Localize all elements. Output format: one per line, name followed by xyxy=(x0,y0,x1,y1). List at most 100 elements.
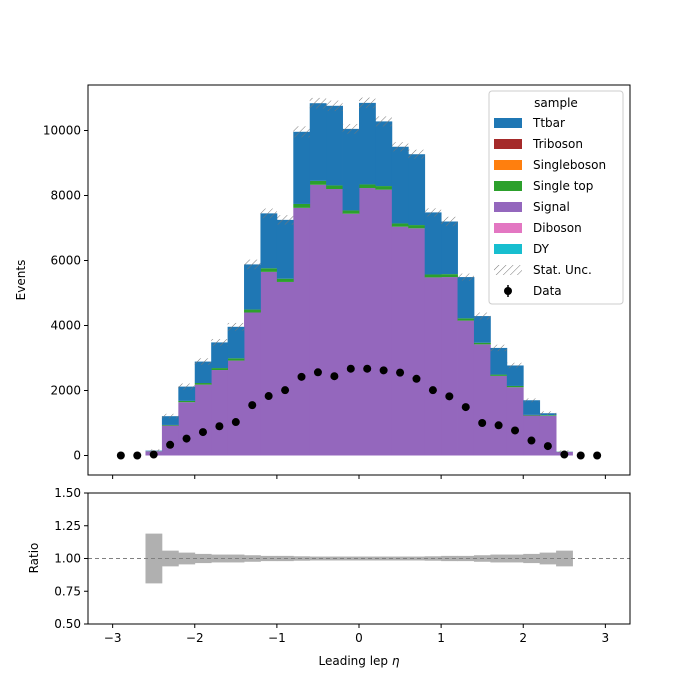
bar-ttbar-14 xyxy=(375,121,393,187)
stat-unc-bin-1 xyxy=(161,413,179,419)
legend-label-triboson: Triboson xyxy=(532,137,583,151)
stat-unc-bin-17 xyxy=(424,208,442,217)
bar-signal-12 xyxy=(342,213,360,456)
bar-ttbar-20 xyxy=(473,316,491,343)
bar-ttbar-10 xyxy=(309,103,327,181)
data-point-22 xyxy=(478,419,487,427)
bar-single-top-16 xyxy=(408,225,426,229)
stat-unc-bin-20 xyxy=(473,312,491,320)
legend-entries: Ttbar Triboson Singleboson Single top Signal… xyxy=(494,116,606,298)
data-point-2 xyxy=(149,450,158,459)
legend-marker-singleboson xyxy=(494,160,522,170)
ratio-band-bin-4 xyxy=(211,554,229,563)
bar-ttbar-12 xyxy=(342,128,360,211)
bar-single-top-21 xyxy=(490,374,508,376)
ratio-x-axis: −3 −2 −1 0 1 2 3 xyxy=(104,624,609,645)
bar-signal-19 xyxy=(457,320,475,456)
bar-single-top-15 xyxy=(391,223,409,227)
x-tick-label-2: −1 xyxy=(268,631,286,645)
legend-marker-diboson xyxy=(494,223,522,233)
x-tick-label-1: −2 xyxy=(186,631,204,645)
stat-unc-bin-15 xyxy=(391,142,409,152)
x-tick-label-5: 2 xyxy=(519,631,527,645)
data-point-16 xyxy=(379,366,388,375)
ratio-y-tick-label-2: 1.00 xyxy=(54,552,81,566)
bar-signal-1 xyxy=(161,425,179,456)
bar-signal-21 xyxy=(490,375,508,456)
ratio-band-bin-15 xyxy=(391,556,409,561)
x-axis-label-text: Leading lep xyxy=(319,654,392,668)
bar-ttbar-4 xyxy=(211,342,229,369)
data-point-26 xyxy=(543,442,552,451)
data-point-3 xyxy=(166,440,175,449)
ratio-band-bin-18 xyxy=(441,555,458,562)
data-point-18 xyxy=(412,374,421,383)
legend-label-single-top: Single top xyxy=(533,179,593,193)
bar-signal-13 xyxy=(359,188,376,456)
stat-unc-bin-21 xyxy=(490,344,507,352)
data-point-21 xyxy=(461,403,470,412)
ratio-band-bin-1 xyxy=(161,550,179,567)
stat-unc-bin-24 xyxy=(539,411,557,416)
bar-signal-9 xyxy=(293,207,311,456)
bar-single-top-19 xyxy=(457,318,475,321)
data-point-23 xyxy=(494,421,503,430)
bar-signal-7 xyxy=(260,271,278,456)
main-y-tick-label-5: 10000 xyxy=(43,124,81,138)
legend-marker-triboson xyxy=(494,139,522,149)
ratio-y-tick-label-1: 0.75 xyxy=(54,584,81,598)
main-y-tick-label-4: 8000 xyxy=(50,189,81,203)
data-point-10 xyxy=(281,386,290,395)
bar-signal-23 xyxy=(523,415,541,456)
data-point-12 xyxy=(313,368,322,377)
bar-single-top-3 xyxy=(194,383,212,385)
legend-label-dy: DY xyxy=(533,242,550,256)
bar-single-top-24 xyxy=(539,415,557,416)
data-point-0 xyxy=(116,451,125,460)
data-point-9 xyxy=(264,392,273,401)
legend-label-data: Data xyxy=(533,284,562,298)
bar-single-top-5 xyxy=(227,358,245,361)
stat-unc-bin-3 xyxy=(194,358,212,365)
bar-ttbar-15 xyxy=(391,146,409,224)
legend-label-diboson: Diboson xyxy=(533,221,582,235)
bar-single-top-1 xyxy=(161,424,179,426)
data-point-27 xyxy=(560,450,569,459)
legend: sample Ttbar Triboson Singleboson Single to… xyxy=(488,90,624,305)
bar-signal-15 xyxy=(391,226,409,456)
x-tick-label-4: 1 xyxy=(437,631,445,645)
bar-signal-11 xyxy=(326,189,343,456)
main-y-axis-label: Events xyxy=(14,260,28,301)
stat-unc-bin-16 xyxy=(408,149,425,159)
ratio-band-bin-16 xyxy=(408,556,426,561)
main-y-axis: 0 2000 4000 6000 8000 10000 xyxy=(43,124,88,463)
x-tick-label-6: 3 xyxy=(602,631,610,645)
x-tick-label-0: −3 xyxy=(104,631,122,645)
bar-signal-2 xyxy=(178,402,196,456)
bar-single-top-7 xyxy=(260,268,278,272)
bar-ttbar-8 xyxy=(276,219,294,279)
stat-unc-bin-5 xyxy=(227,322,245,331)
ratio-band-bin-24 xyxy=(539,552,557,565)
legend-marker-ttbar xyxy=(494,118,522,128)
legend-label-signal: Signal xyxy=(533,200,570,214)
ratio-y-tick-label-0: 0.50 xyxy=(54,617,81,631)
legend-marker-data xyxy=(504,287,512,295)
bar-ttbar-18 xyxy=(441,221,458,275)
bar-single-top-8 xyxy=(276,278,294,282)
x-axis-label: Leading lep η xyxy=(319,654,400,668)
legend-label-singleboson: Singleboson xyxy=(533,158,606,172)
bar-ttbar-17 xyxy=(424,212,442,275)
data-points xyxy=(116,364,602,460)
bar-ttbar-5 xyxy=(227,326,245,359)
stat-unc-bin-8 xyxy=(276,215,294,225)
legend-label-ttbar: Ttbar xyxy=(532,116,565,130)
legend-title: sample xyxy=(534,96,578,110)
bar-ttbar-23 xyxy=(523,400,541,415)
bar-single-top-2 xyxy=(178,400,196,403)
stat-unc-bin-10 xyxy=(309,97,327,109)
ratio-band-bin-21 xyxy=(490,554,508,563)
bar-ttbar-7 xyxy=(260,213,278,269)
bar-signal-22 xyxy=(506,387,524,456)
data-point-19 xyxy=(428,386,437,395)
